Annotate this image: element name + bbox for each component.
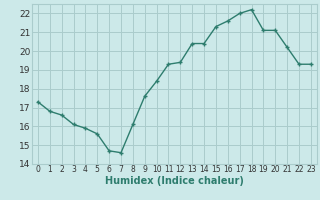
X-axis label: Humidex (Indice chaleur): Humidex (Indice chaleur) <box>105 176 244 186</box>
